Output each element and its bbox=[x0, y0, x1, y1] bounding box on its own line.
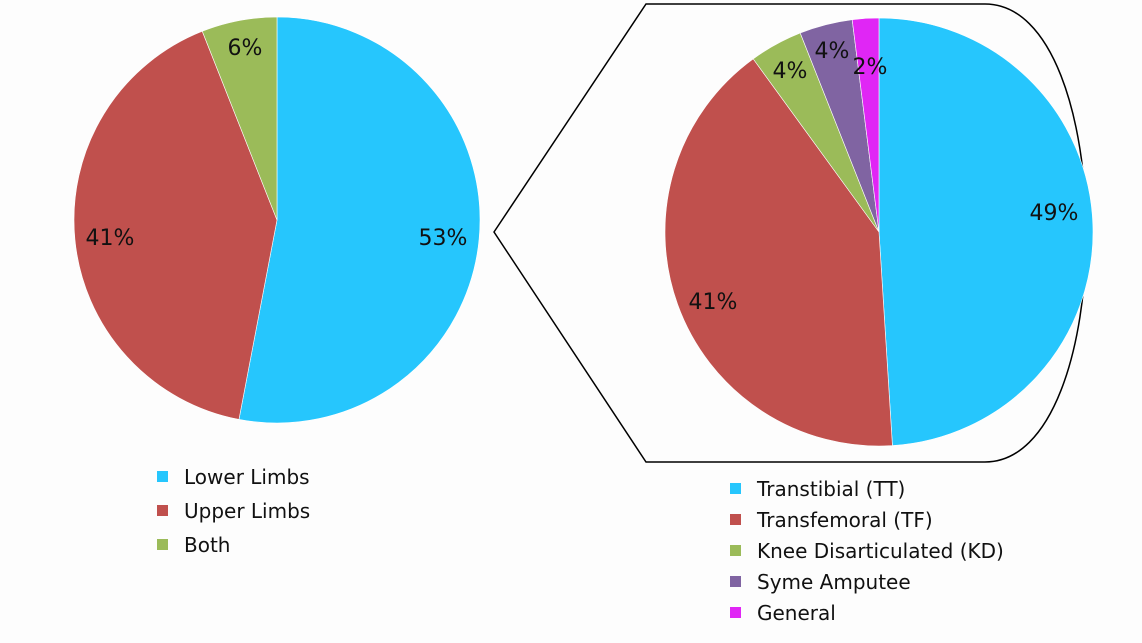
data-label-transtibial-tt: 49% bbox=[1030, 201, 1079, 226]
data-label-syme-amputee: 4% bbox=[815, 39, 850, 64]
data-label-upper-limbs: 41% bbox=[86, 226, 135, 251]
legend-label-transfemoral-tf: Transfemoral (TF) bbox=[756, 508, 933, 532]
pie-chart-overall: 53% 41% 6% bbox=[73, 16, 481, 424]
legend-swatch-knee-disarticulated-kd bbox=[730, 545, 741, 556]
legend-label-general: General bbox=[757, 601, 836, 625]
legend-label-both: Both bbox=[184, 533, 230, 557]
data-label-transfemoral-tf: 41% bbox=[689, 290, 738, 315]
legend-swatch-both bbox=[157, 539, 168, 550]
data-label-general: 2% bbox=[853, 55, 888, 80]
pie-slice-upper-limbs bbox=[73, 30, 278, 420]
legend-swatch-syme-amputee bbox=[730, 576, 741, 587]
pie-slice-transtibial-tt bbox=[878, 17, 1094, 446]
pie-chart-lower-limbs-breakdown: 49%41%4%4%2% bbox=[664, 17, 1094, 447]
pie-slice-lower-limbs bbox=[238, 16, 481, 424]
legend-label-syme-amputee: Syme Amputee bbox=[757, 570, 911, 594]
legend-swatch-general bbox=[730, 607, 741, 618]
pie-slice-both bbox=[201, 16, 278, 221]
legend-swatch-lower-limbs bbox=[157, 471, 168, 482]
data-label-knee-disarticulated-kd: 4% bbox=[773, 59, 808, 84]
legend-overall: Lower Limbs Upper Limbs Both bbox=[157, 465, 310, 557]
legend-label-upper-limbs: Upper Limbs bbox=[184, 499, 310, 523]
pie-slice-general bbox=[851, 17, 880, 233]
legend-swatch-transfemoral-tf bbox=[730, 514, 741, 525]
pie-slice-transfemoral-tf bbox=[664, 58, 893, 447]
legend-label-lower-limbs: Lower Limbs bbox=[184, 465, 310, 489]
legend-swatch-transtibial-tt bbox=[730, 483, 741, 494]
data-label-lower-limbs: 53% bbox=[419, 226, 468, 251]
legend-swatch-upper-limbs bbox=[157, 505, 168, 516]
legend-lower-limbs: Transtibial (TT) Transfemoral (TF) Knee Di… bbox=[730, 477, 1004, 625]
legend-label-knee-disarticulated-kd: Knee Disarticulated (KD) bbox=[757, 539, 1004, 563]
legend-label-transtibial-tt: Transtibial (TT) bbox=[756, 477, 905, 501]
data-label-both: 6% bbox=[228, 36, 263, 61]
